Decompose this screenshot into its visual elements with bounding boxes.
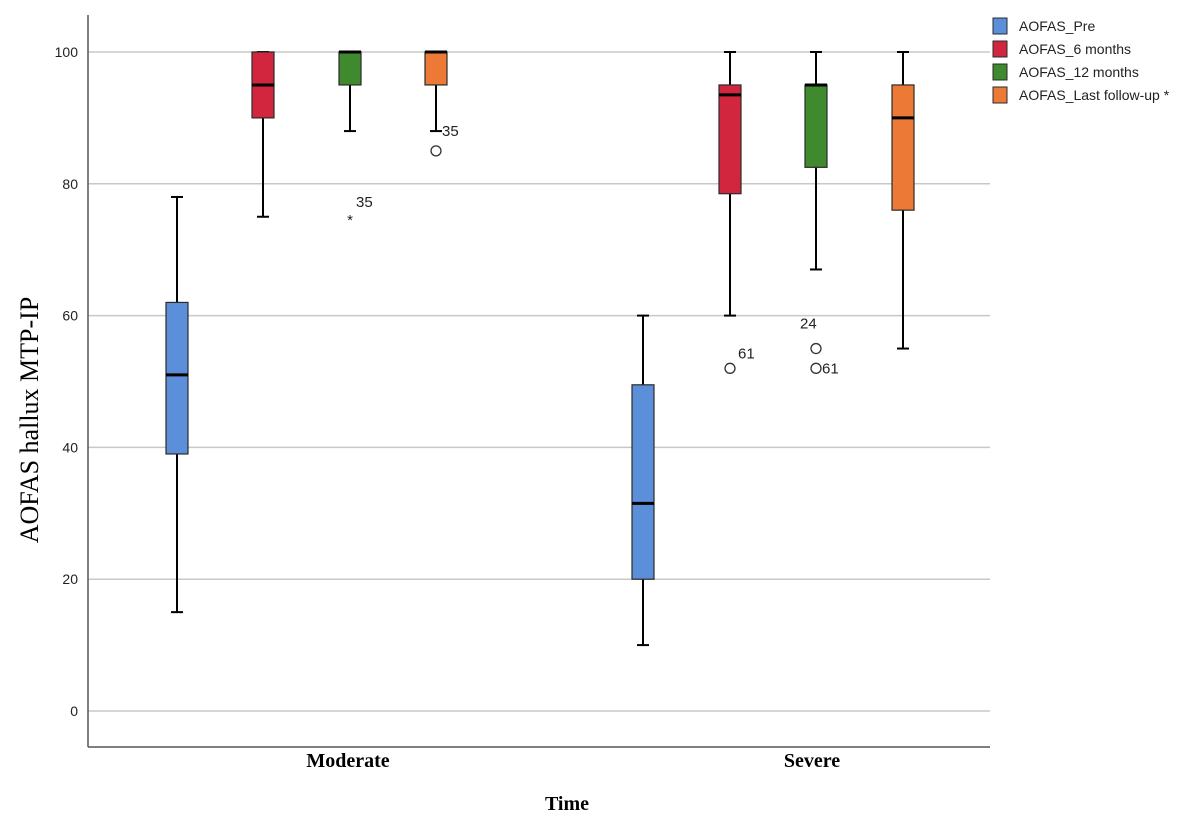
y-tick-label-100: 100: [55, 44, 79, 60]
box-moderate-series-1: [251, 51, 275, 218]
outlier-star: *: [347, 212, 353, 229]
gridlines: [88, 51, 990, 712]
y-tick-label-20: 20: [62, 571, 78, 587]
legend: AOFAS_Pre AOFAS_6 months AOFAS_12 months AO…: [992, 17, 1170, 104]
outlier-label: 61: [738, 345, 755, 362]
outlier-label: 35: [356, 194, 373, 211]
y-tick-label-40: 40: [62, 439, 78, 455]
box-iqr: [718, 84, 742, 195]
legend-swatch-3: [992, 86, 1008, 104]
category-label-severe: Severe: [784, 750, 840, 772]
y-tick-label-0: 0: [70, 703, 78, 719]
outlier-label: 35: [442, 123, 459, 140]
outlier-circle: [810, 362, 822, 374]
box-iqr: [165, 301, 189, 455]
outlier-circle: [724, 362, 736, 374]
y-tick-label-60: 60: [62, 308, 78, 324]
legend-label-1: AOFAS_6 months: [1019, 41, 1131, 57]
box-iqr: [891, 84, 915, 211]
box-iqr: [424, 51, 448, 86]
legend-swatch-1: [992, 40, 1008, 58]
box-severe-series-0: [631, 314, 655, 647]
box-moderate-series-2: *35: [338, 50, 373, 229]
outlier-circle: [810, 342, 822, 355]
box-iqr: [631, 384, 655, 580]
category-label-moderate: Moderate: [306, 750, 389, 772]
y-axis-label: AOFAS hallux MTP-IP: [15, 297, 44, 544]
outlier-circle: [430, 145, 442, 157]
x-axis-label: Time: [545, 793, 589, 815]
legend-label-3: AOFAS_Last follow-up *: [1019, 87, 1170, 103]
outlier-label: 24: [800, 316, 817, 333]
axes: 0 20 40 60 80 100 Moderate Severe: [55, 15, 990, 772]
legend-swatch-0: [992, 17, 1008, 35]
box-iqr: [338, 51, 362, 86]
box-moderate-series-3: 35: [424, 50, 459, 157]
legend-label-0: AOFAS_Pre: [1019, 18, 1095, 34]
box-severe-series-2: 24 61: [800, 51, 839, 377]
box-iqr: [804, 84, 828, 168]
y-tick-label-80: 80: [62, 176, 78, 192]
legend-label-2: AOFAS_12 months: [1019, 64, 1139, 80]
outlier-label: 61: [822, 360, 839, 377]
legend-swatch-2: [992, 63, 1008, 81]
box-moderate-series-0: [165, 195, 189, 614]
box-severe-series-3: [891, 51, 915, 350]
box-severe-series-1: 61: [718, 51, 755, 374]
